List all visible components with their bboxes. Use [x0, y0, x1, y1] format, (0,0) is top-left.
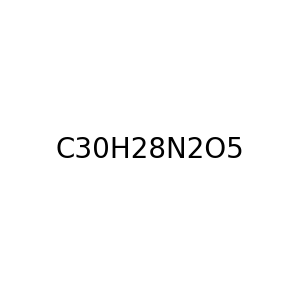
Text: C30H28N2O5: C30H28N2O5: [56, 136, 244, 164]
